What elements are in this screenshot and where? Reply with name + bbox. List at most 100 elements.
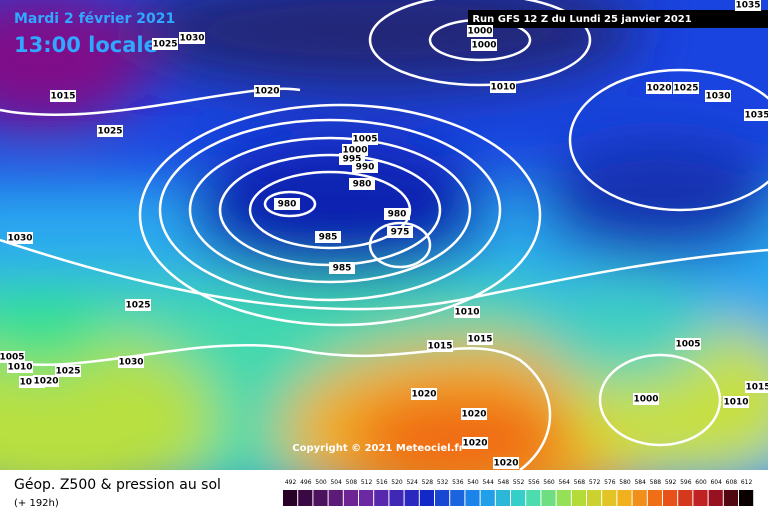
isobar-label-bg	[454, 306, 480, 318]
isobar-label-bg	[352, 161, 378, 173]
scale-label: 492	[285, 479, 297, 486]
isobar-label: 980	[353, 180, 372, 190]
scale-label: 596	[680, 479, 692, 486]
color-scale: 492 496 500 504 508 512 516 520 524 528 532 536 540 5…	[283, 479, 754, 506]
isobar-label-bg	[125, 299, 151, 311]
isobar-label: 1000	[342, 146, 367, 156]
scale-swatch	[693, 490, 708, 506]
scale-label: 568	[574, 479, 586, 486]
run-box	[468, 10, 768, 28]
isobar-label: 1020	[646, 84, 671, 94]
isobar-label-bg	[0, 351, 25, 363]
isobar-label: 1020	[461, 410, 486, 420]
isobar-label-bg	[349, 178, 375, 190]
scale-swatch	[511, 490, 526, 506]
scale-label: 612	[741, 479, 753, 486]
isobar-label: 975	[391, 228, 410, 238]
scale-label: 508	[346, 479, 358, 486]
scale-swatch	[374, 490, 389, 506]
scale-label: 500	[315, 479, 327, 486]
isobar-label: 1025	[152, 40, 177, 50]
isobar-label-bg	[274, 198, 300, 210]
isobar-label-bg	[745, 381, 768, 393]
scale-swatch	[556, 490, 571, 506]
isobar-label-bg	[384, 208, 410, 220]
scale-swatch	[435, 490, 450, 506]
isobar-label: 1035	[744, 111, 768, 121]
isobar-label-bg	[490, 81, 516, 93]
isobar-label: 1030	[705, 92, 730, 102]
isobar-label-bg	[315, 231, 341, 243]
isobar-label-bg	[33, 375, 59, 387]
isobar-label: 1010	[7, 363, 32, 373]
scale-label: 540	[467, 479, 479, 486]
scale-swatch	[359, 490, 374, 506]
scale-label: 556	[528, 479, 540, 486]
scale-label: 580	[619, 479, 631, 486]
isobar-label-bg	[152, 38, 178, 50]
isobar-label-bg	[744, 109, 768, 121]
isobar-label: 1035	[735, 1, 760, 11]
scale-swatch	[739, 490, 754, 506]
isobar-label: 1030	[179, 34, 204, 44]
isobar-label-bg	[735, 0, 761, 11]
scale-label: 592	[665, 479, 677, 486]
isobar-label: 985	[319, 233, 338, 243]
isobar-label-bg	[387, 226, 413, 238]
isobar-label: 1020	[462, 439, 487, 449]
scale-label: 604	[710, 479, 722, 486]
scale-label: 516	[376, 479, 388, 486]
isobar-label-bg	[467, 333, 493, 345]
isobar-label-bg	[467, 25, 493, 37]
isobar-label-bg	[675, 338, 701, 350]
copyright: Copyright © 2021 Meteociel.fr	[292, 443, 463, 454]
isobar-label-bg	[411, 388, 437, 400]
isobar-label-bg	[352, 133, 378, 145]
isobar-label-bg	[462, 437, 488, 449]
isobar-label: 995	[343, 155, 362, 165]
isobar-label: 1010	[19, 378, 44, 388]
scale-swatch	[419, 490, 434, 506]
scale-swatch	[602, 490, 617, 506]
footer-lead: (+ 192h)	[14, 498, 59, 509]
isobar-label: 1015	[50, 92, 75, 102]
isobar-label: 1025	[673, 84, 698, 94]
isobar-label: 1025	[97, 127, 122, 137]
isobar-label-bg	[179, 32, 205, 44]
run-label: Run GFS 12 Z du Lundi 25 janvier 2021	[472, 14, 691, 25]
footer-title: Géop. Z500 & pression au sol	[14, 477, 221, 493]
isobar-label-bg	[461, 408, 487, 420]
isobar-label: 1020	[33, 377, 58, 387]
scale-label: 536	[452, 479, 464, 486]
scale-swatch	[389, 490, 404, 506]
isobar-label: 1025	[125, 301, 150, 311]
scale-swatch	[617, 490, 632, 506]
scale-label: 512	[361, 479, 373, 486]
isobar-label: 1020	[254, 87, 279, 97]
scale-swatch	[708, 490, 723, 506]
scale-label: 564	[558, 479, 570, 486]
scale-swatch	[298, 490, 313, 506]
isobar-label: 985	[333, 264, 352, 274]
isobar-label: 1030	[7, 234, 32, 244]
scale-label: 524	[406, 479, 418, 486]
isobar-label-bg	[471, 39, 497, 51]
scale-label: 588	[650, 479, 662, 486]
scale-swatch	[678, 490, 693, 506]
scale-label: 504	[330, 479, 342, 486]
isobar-label: 990	[356, 163, 375, 173]
isobar-label: 980	[388, 210, 407, 220]
isobar-label-bg	[7, 361, 33, 373]
isobar-label: 1020	[411, 390, 436, 400]
scale-swatch	[647, 490, 662, 506]
scale-label: 544	[482, 479, 494, 486]
isobar-label-bg	[254, 85, 280, 97]
scale-swatch	[313, 490, 328, 506]
isobar-label-bg	[646, 82, 672, 94]
isobar-label: 980	[278, 200, 297, 210]
isobar-label: 1010	[490, 83, 515, 93]
